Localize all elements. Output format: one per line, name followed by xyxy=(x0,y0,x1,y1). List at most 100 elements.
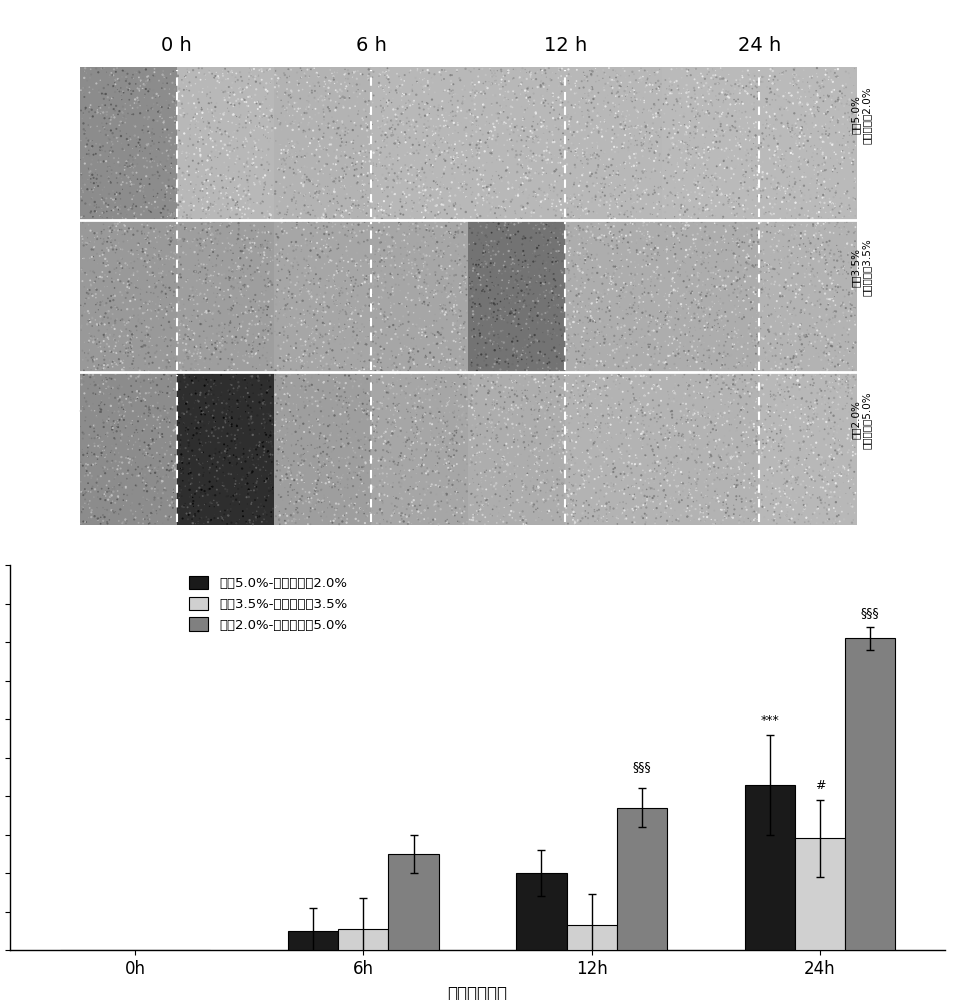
Point xyxy=(368,254,383,270)
Point xyxy=(91,339,106,355)
Point xyxy=(83,223,98,239)
Point xyxy=(840,495,856,511)
Point xyxy=(195,60,210,76)
Point xyxy=(659,95,674,111)
Point xyxy=(88,273,103,289)
Point xyxy=(704,370,719,386)
Point xyxy=(667,428,682,444)
Point xyxy=(562,463,577,479)
Point xyxy=(747,68,762,84)
Point xyxy=(507,458,522,474)
Point xyxy=(802,241,817,257)
Point xyxy=(228,93,244,109)
Point xyxy=(548,93,563,109)
Point xyxy=(93,335,108,351)
Point xyxy=(529,463,544,479)
Point xyxy=(409,424,424,440)
Point xyxy=(520,100,535,116)
Point xyxy=(452,302,467,318)
Point xyxy=(733,277,749,293)
Point xyxy=(669,455,685,471)
Point xyxy=(298,334,313,350)
Point xyxy=(417,487,433,503)
Point xyxy=(235,261,250,277)
Point xyxy=(138,241,153,257)
Point xyxy=(122,76,138,92)
Point xyxy=(291,219,307,235)
Point xyxy=(187,448,202,464)
Point xyxy=(94,393,109,409)
Point xyxy=(386,386,401,402)
Point xyxy=(329,148,344,164)
Point xyxy=(520,256,536,272)
Point xyxy=(271,252,286,268)
Point xyxy=(254,157,269,173)
Point xyxy=(591,325,606,341)
Point xyxy=(305,377,320,393)
Point xyxy=(713,395,729,411)
Point xyxy=(660,197,675,213)
Point xyxy=(505,83,520,99)
Point xyxy=(207,446,223,462)
Point xyxy=(795,187,810,203)
Point xyxy=(678,264,693,280)
Point xyxy=(687,71,702,87)
Point xyxy=(652,129,668,145)
Point xyxy=(740,375,755,391)
Point xyxy=(308,332,323,348)
Point xyxy=(378,234,393,250)
Point xyxy=(719,486,734,502)
Point xyxy=(115,227,130,243)
Point xyxy=(137,449,152,465)
Point xyxy=(577,72,592,88)
Point xyxy=(687,471,702,487)
Point xyxy=(349,217,364,233)
Point xyxy=(768,121,783,137)
Point xyxy=(483,415,499,431)
Point xyxy=(805,400,820,416)
Point xyxy=(492,501,507,517)
Point xyxy=(249,503,265,519)
Point xyxy=(593,269,608,285)
Point xyxy=(302,286,317,302)
Point xyxy=(481,383,497,399)
Point xyxy=(582,497,597,513)
Point xyxy=(160,172,176,188)
Point xyxy=(618,426,633,442)
Point xyxy=(73,152,88,168)
Point xyxy=(167,193,182,209)
Point xyxy=(371,66,387,82)
Point xyxy=(304,326,319,342)
Point xyxy=(136,489,151,505)
Point xyxy=(626,281,641,297)
Point xyxy=(735,162,751,178)
Point xyxy=(825,430,840,446)
Point xyxy=(109,184,124,200)
Point xyxy=(762,281,777,297)
Point xyxy=(791,469,806,485)
Point xyxy=(652,146,668,162)
Point xyxy=(688,278,703,294)
Point xyxy=(602,303,617,319)
Point xyxy=(450,238,465,254)
Point xyxy=(721,242,736,258)
Point xyxy=(567,142,583,158)
Point xyxy=(617,172,632,188)
Point xyxy=(464,387,479,403)
Point xyxy=(584,395,600,411)
Point xyxy=(340,71,355,87)
Point xyxy=(435,363,451,379)
Point xyxy=(804,244,819,260)
Point xyxy=(821,489,837,505)
Point xyxy=(545,86,561,102)
Point xyxy=(772,367,787,383)
Point xyxy=(302,78,317,94)
Point xyxy=(686,235,701,251)
Point xyxy=(246,441,262,457)
Point xyxy=(718,492,733,508)
Point xyxy=(563,283,579,299)
Point xyxy=(466,116,481,132)
Point xyxy=(351,330,367,346)
Point xyxy=(679,412,694,428)
Point xyxy=(676,429,691,445)
